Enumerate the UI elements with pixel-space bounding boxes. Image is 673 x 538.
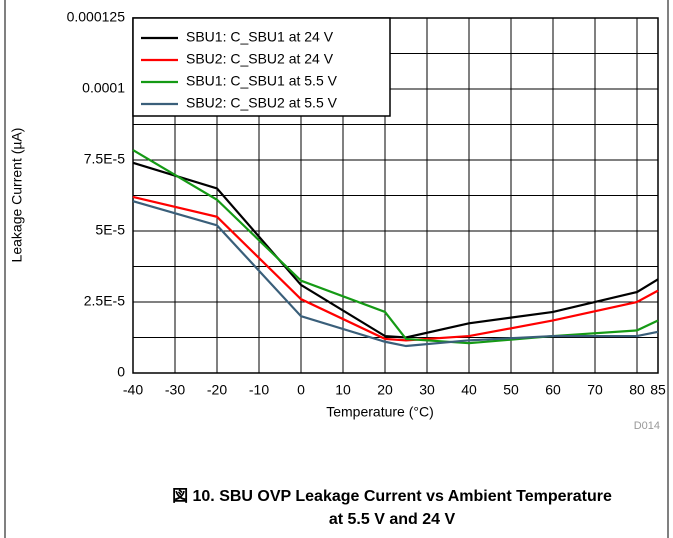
y-axis-title: Leakage Current (µA) xyxy=(9,128,25,263)
caption: 図 10. SBU OVP Leakage Current vs Ambient… xyxy=(172,487,612,505)
x-tick-label: 60 xyxy=(545,382,561,398)
x-tick-label: -10 xyxy=(249,382,269,398)
x-axis-title: Temperature (°C) xyxy=(326,404,434,420)
x-tick-label: 0 xyxy=(297,382,305,398)
x-tick-label: 80 xyxy=(629,382,645,398)
legend-box xyxy=(132,17,391,117)
legend-label: SBU2: C_SBU2 at 24 V xyxy=(186,51,334,67)
data-line xyxy=(132,200,659,348)
figure-code: D014 xyxy=(634,420,660,432)
x-tick-label: 30 xyxy=(419,382,435,398)
data-line xyxy=(132,161,659,339)
x-tick-label: 85 xyxy=(650,382,666,398)
x-tick-label: 10 xyxy=(335,382,351,398)
frame xyxy=(4,0,669,538)
y-tick-label: 0 xyxy=(117,364,125,380)
caption: at 5.5 V and 24 V xyxy=(329,511,456,528)
x-tick-label: -40 xyxy=(123,382,143,398)
y-tick-label: 2.5E-5 xyxy=(84,293,125,309)
x-tick-label: 20 xyxy=(377,382,393,398)
y-tick-label: 0.000125 xyxy=(67,9,126,25)
y-tick-label: 7.5E-5 xyxy=(84,151,125,167)
legend-label: SBU1: C_SBU1 at 24 V xyxy=(186,29,334,45)
x-tick-label: 50 xyxy=(503,382,519,398)
legend-label: SBU1: C_SBU1 at 5.5 V xyxy=(186,73,338,89)
x-tick-label: -20 xyxy=(207,382,227,398)
x-tick-label: 40 xyxy=(461,382,477,398)
x-tick-label: 70 xyxy=(587,382,603,398)
y-tick-label: 5E-5 xyxy=(95,222,125,238)
y-tick-label: 0.0001 xyxy=(82,80,125,96)
data-line xyxy=(132,149,659,345)
data-line xyxy=(132,195,659,342)
x-tick-label: -30 xyxy=(165,382,185,398)
legend-label: SBU2: C_SBU2 at 5.5 V xyxy=(186,95,338,111)
